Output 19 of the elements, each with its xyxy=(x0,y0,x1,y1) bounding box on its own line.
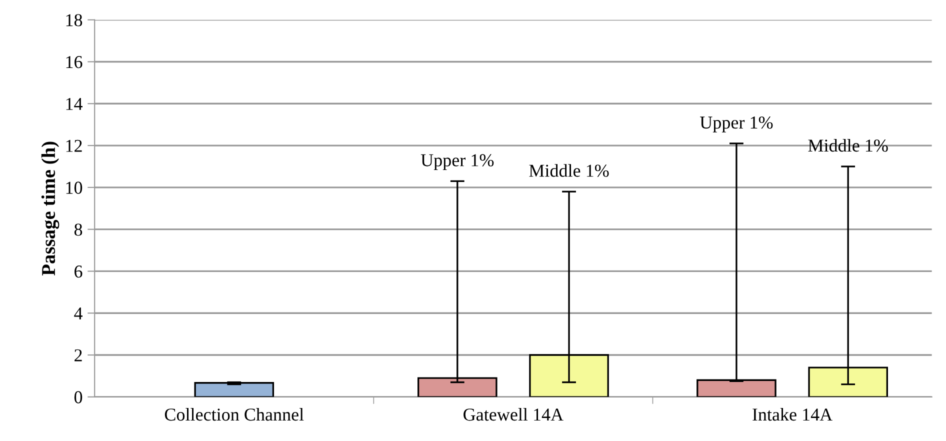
annotation: Middle 1% xyxy=(529,164,609,177)
y-tick-label: 14 xyxy=(66,98,83,110)
y-tick-label: 10 xyxy=(66,182,82,194)
x-tick-label: Gatewell 14A xyxy=(464,408,564,421)
bar xyxy=(194,382,274,397)
y-tick-label: 16 xyxy=(66,56,82,68)
y-tick-label: 18 xyxy=(66,14,82,26)
x-tick-label: Collection Channel xyxy=(164,408,304,421)
y-axis-title: Passage time (h) xyxy=(41,142,60,276)
annotation: Upper 1% xyxy=(700,116,773,132)
x-tick-label: Intake 14A xyxy=(752,408,833,421)
y-tick-label: 0 xyxy=(74,391,82,404)
annotation: Middle 1% xyxy=(808,138,888,152)
y-tick-label: 4 xyxy=(74,307,83,320)
y-tick-label: 8 xyxy=(74,224,82,236)
y-tick-label: 2 xyxy=(74,349,82,362)
annotation: Upper 1% xyxy=(420,154,494,170)
y-tick-label: 6 xyxy=(74,266,82,278)
y-tick-label: 12 xyxy=(66,140,82,152)
